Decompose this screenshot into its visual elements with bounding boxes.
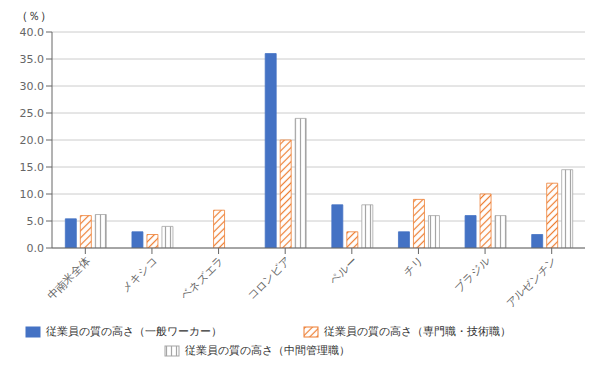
svg-text:35.0: 35.0 [20,53,45,66]
html-text:従業員の質の高さ（専門職・技術職）: 従業員の質の高さ（専門職・技術職） [323,325,511,338]
svg-text:10.0: 10.0 [20,188,45,201]
svg-text:40.0: 40.0 [20,26,45,39]
html-text:従業員の質の高さ（中間管理職）: 従業員の質の高さ（中間管理職） [184,344,350,357]
svg-text:ベネズエラ: ベネズエラ [178,254,226,302]
svg-text:ブラジル: ブラジル [452,254,492,294]
svg-text:0.0: 0.0 [27,242,45,255]
svg-text:15.0: 15.0 [20,161,45,174]
svg-text:30.0: 30.0 [20,80,45,93]
svg-text:中南米全体: 中南米全体 [45,254,93,302]
svg-text:ペルー: ペルー [327,254,360,287]
svg-text:20.0: 20.0 [20,134,45,147]
svg-text:5.0: 5.0 [27,215,45,228]
svg-text:アルゼンチン: アルゼンチン [503,254,559,310]
svg-text:チリ: チリ [401,254,426,279]
html-text:従業員の質の高さ（一般ワーカー）: 従業員の質の高さ（一般ワーカー） [46,325,223,338]
svg-text:25.0: 25.0 [20,107,45,120]
svg-text:メキシコ: メキシコ [119,254,159,294]
svg-text:コロンビア: コロンビア [245,254,293,302]
